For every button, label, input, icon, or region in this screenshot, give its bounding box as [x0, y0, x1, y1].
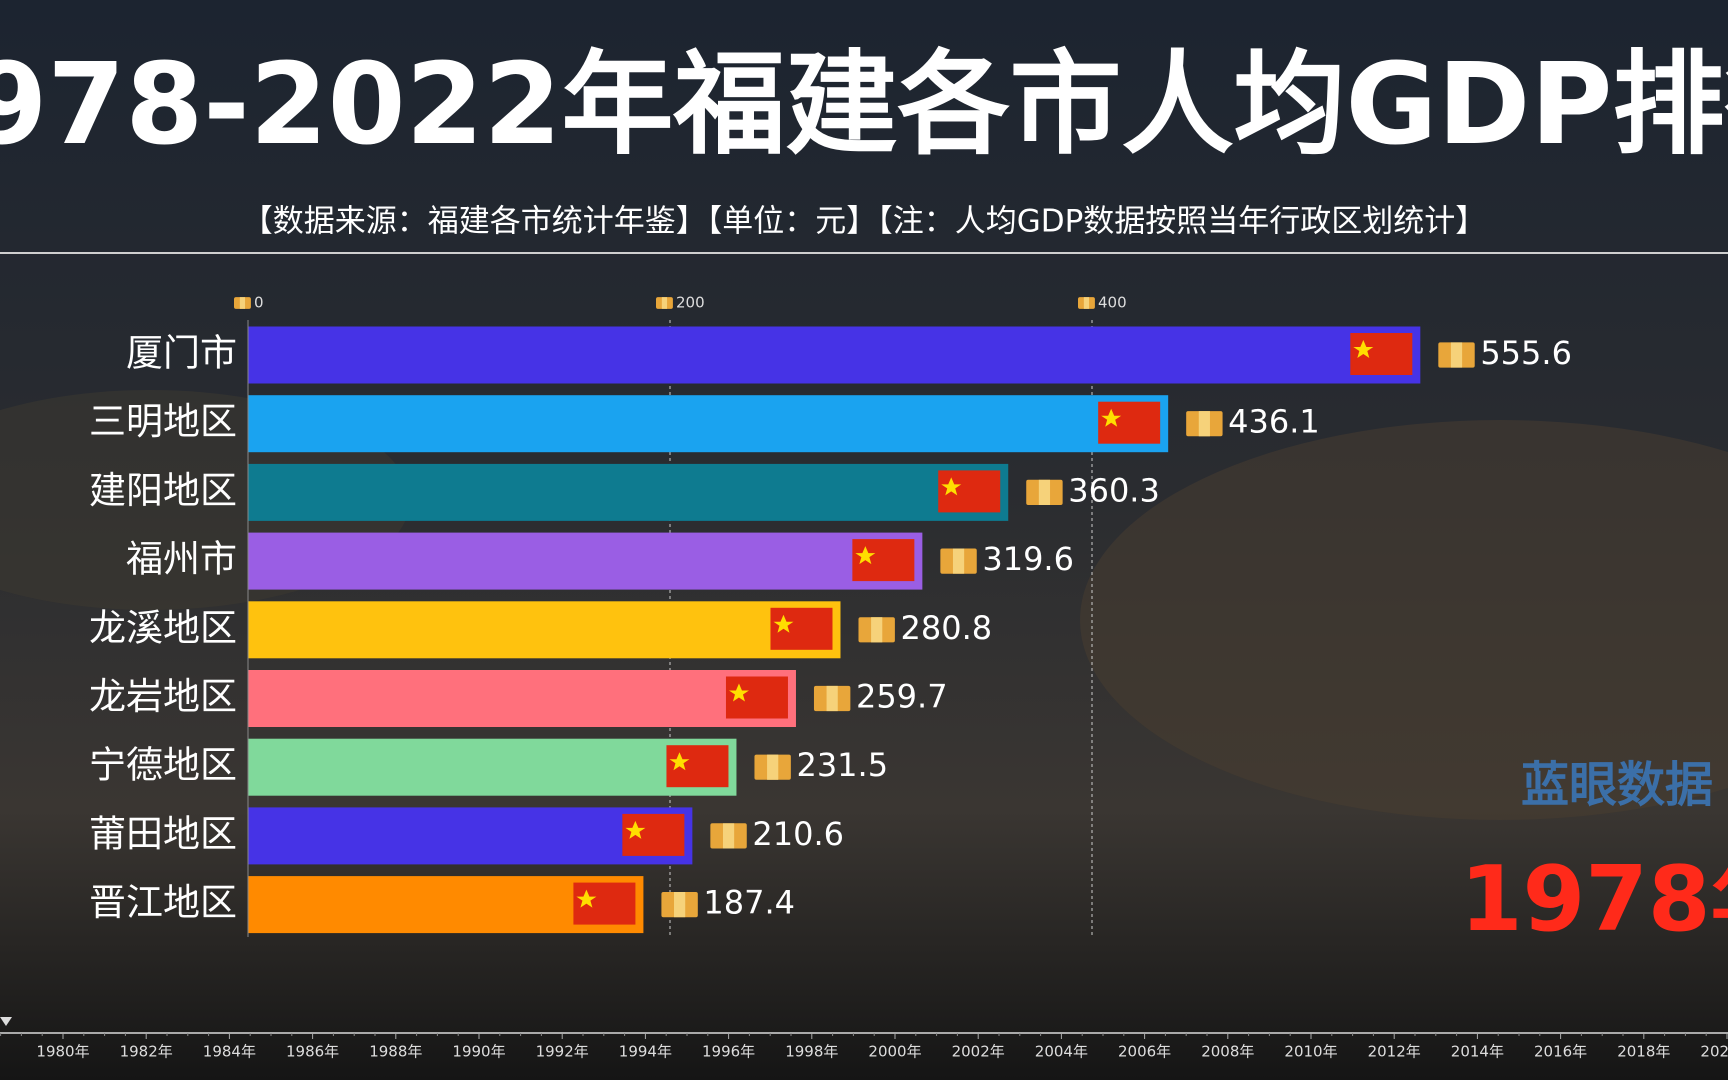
bar [248, 326, 1421, 384]
flag-star [728, 683, 749, 702]
y-tick-label: 三明地区 [89, 400, 237, 443]
value-label: 436.1 [1228, 403, 1320, 441]
x-tick-label: 200 [676, 294, 705, 312]
money-icon-band [1038, 479, 1051, 505]
timeline-label: 1998年 [785, 1043, 838, 1061]
timeline-label: 1994年 [619, 1043, 672, 1061]
timeline-label: 2002年 [952, 1043, 1005, 1061]
flag-star [941, 477, 962, 496]
money-icon-band [1083, 297, 1090, 309]
timeline-label: 2004年 [1035, 1043, 1088, 1061]
y-tick-label: 建阳地区 [89, 469, 237, 512]
timeline-label: 2018年 [1617, 1043, 1670, 1061]
timeline-label: 1992年 [536, 1043, 589, 1061]
value-label: 319.6 [982, 540, 1074, 578]
flag-star [1101, 408, 1122, 427]
chart-title: 1978-2022年福建各市人均GDP排行 [0, 40, 1728, 170]
money-icon-band [722, 823, 735, 849]
value-label: 231.5 [796, 746, 888, 784]
timeline-label: 1984年 [203, 1043, 256, 1061]
timeline-label: 1996年 [702, 1043, 755, 1061]
timeline-label: 1988年 [369, 1043, 422, 1061]
bar [248, 738, 737, 796]
value-label: 187.4 [703, 884, 795, 922]
value-label: 360.3 [1068, 471, 1160, 509]
bar [248, 670, 796, 727]
bar [248, 395, 1169, 453]
money-icon-band [767, 754, 779, 780]
money-icon-band [952, 548, 965, 574]
money-icon-band [674, 892, 686, 918]
y-tick-label: 莆田地区 [89, 812, 237, 855]
timeline-label: 2012年 [1368, 1043, 1421, 1061]
timeline-label: 2020年 [1700, 1043, 1728, 1061]
money-icon-band [661, 297, 668, 309]
timeline-pointer [0, 1017, 12, 1026]
flag-star [625, 820, 646, 839]
money-icon-band [1198, 411, 1210, 437]
flag-star [855, 546, 876, 565]
timeline-label: 1982年 [120, 1043, 173, 1061]
y-tick-label: 福州市 [126, 538, 237, 581]
chart-subtitle: 【数据来源：福建各市统计年鉴】【单位：元】【注：人均GDP数据按照当年行政区划统… [242, 204, 1487, 240]
value-label: 259.7 [856, 678, 948, 716]
x-tick-label: 0 [254, 294, 264, 312]
background-hill [1080, 420, 1728, 820]
value-label: 210.6 [752, 815, 844, 853]
flag-star [1353, 340, 1374, 358]
y-tick-label: 晋江地区 [89, 881, 237, 924]
timeline-label: 2008年 [1201, 1043, 1254, 1061]
value-label: 280.8 [900, 609, 992, 647]
bar [248, 807, 693, 865]
x-tick-label: 400 [1098, 294, 1127, 312]
flag-star [773, 614, 794, 633]
value-label: 555.6 [1480, 334, 1572, 372]
y-tick-label: 厦门市 [126, 332, 237, 375]
current-year: 1978年 [1460, 847, 1728, 952]
timeline-label: 2016年 [1534, 1043, 1587, 1061]
timeline-label: 2006年 [1118, 1043, 1171, 1061]
timeline-label: 1986年 [286, 1043, 339, 1061]
money-icon-band [239, 297, 246, 309]
money-icon-band [1450, 342, 1463, 368]
money-icon-band [871, 617, 883, 643]
bar [248, 601, 841, 659]
timeline-label: 2000年 [868, 1043, 921, 1061]
y-tick-label: 龙岩地区 [89, 675, 237, 718]
bar [248, 463, 1009, 521]
y-tick-label: 宁德地区 [89, 744, 237, 787]
money-icon-band [826, 685, 838, 712]
bar [248, 532, 923, 590]
flag-star [576, 889, 597, 908]
flag-star [669, 752, 690, 771]
watermark: 蓝眼数据 [1521, 757, 1713, 813]
timeline-label: 1980年 [36, 1043, 89, 1061]
timeline-label: 1990年 [452, 1043, 505, 1061]
timeline-label: 2010年 [1284, 1043, 1337, 1061]
timeline-label: 2014年 [1451, 1043, 1504, 1061]
y-tick-label: 龙溪地区 [89, 606, 237, 649]
